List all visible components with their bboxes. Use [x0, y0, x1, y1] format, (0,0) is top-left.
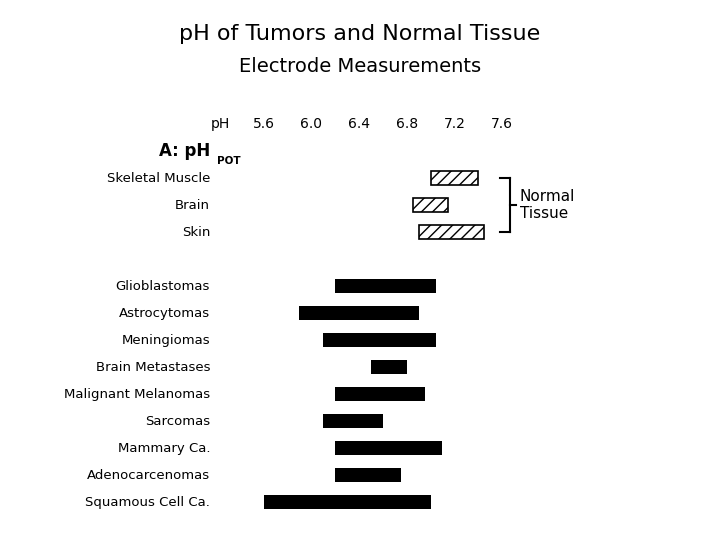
Bar: [300, 306, 418, 320]
Text: pH: pH: [211, 117, 230, 131]
Text: 6.4: 6.4: [348, 117, 370, 131]
Text: Malignant Melanomas: Malignant Melanomas: [64, 388, 210, 401]
Text: A: pH: A: pH: [159, 142, 210, 160]
Text: pH of Tumors and Normal Tissue: pH of Tumors and Normal Tissue: [179, 24, 541, 44]
Bar: [264, 495, 431, 509]
Text: 6.0: 6.0: [300, 117, 323, 131]
Text: Skin: Skin: [181, 226, 210, 239]
Text: Squamous Cell Ca.: Squamous Cell Ca.: [85, 496, 210, 509]
Text: Skeletal Muscle: Skeletal Muscle: [107, 172, 210, 185]
Text: Meningiomas: Meningiomas: [122, 334, 210, 347]
Text: POT: POT: [217, 156, 240, 166]
Text: Brain Metastases: Brain Metastases: [96, 361, 210, 374]
Text: 7.6: 7.6: [491, 117, 513, 131]
Bar: [431, 171, 478, 185]
Bar: [371, 360, 407, 374]
Bar: [418, 225, 484, 239]
Text: Brain: Brain: [175, 199, 210, 212]
Bar: [336, 279, 436, 293]
Text: Normal
Tissue: Normal Tissue: [520, 189, 575, 221]
Text: Sarcomas: Sarcomas: [145, 415, 210, 428]
Bar: [323, 414, 383, 428]
Text: Adenocarcenomas: Adenocarcenomas: [87, 469, 210, 482]
Text: 6.8: 6.8: [395, 117, 418, 131]
Text: 5.6: 5.6: [253, 117, 274, 131]
Bar: [336, 441, 442, 455]
Text: Astrocytomas: Astrocytomas: [119, 307, 210, 320]
Text: Mammary Ca.: Mammary Ca.: [117, 442, 210, 455]
Bar: [336, 387, 425, 401]
Text: Glioblastomas: Glioblastomas: [116, 280, 210, 293]
Text: 7.2: 7.2: [444, 117, 465, 131]
Bar: [336, 468, 401, 482]
Bar: [323, 333, 436, 347]
Bar: [413, 198, 449, 212]
Text: Electrode Measurements: Electrode Measurements: [239, 57, 481, 76]
